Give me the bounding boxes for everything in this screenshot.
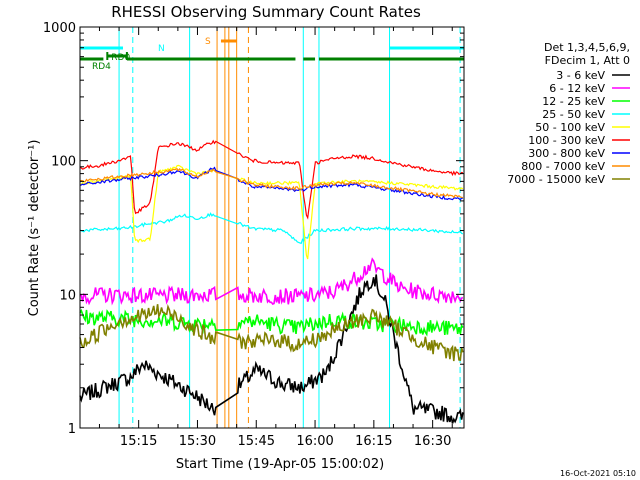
y-tick-label: 10	[59, 288, 76, 303]
y-axis-label: Count Rate (s⁻¹ detector⁻¹)	[27, 140, 42, 317]
plot-frame	[79, 26, 465, 429]
state-bar-label-rd4: RD4	[92, 62, 111, 72]
legend-label: 25 - 50 keV	[542, 108, 605, 121]
series-line-4	[79, 212, 464, 245]
y-tick-label: 100	[51, 155, 76, 170]
state-bar-label-s: S	[205, 37, 211, 47]
state-bar-label-n: N	[158, 44, 165, 54]
legend-label: 6 - 12 keV	[549, 82, 605, 95]
legend-header: FDecim 1, Att 0	[545, 54, 630, 67]
legend: Det 1,3,4,5,6,9,FDecim 1, Att 0 3 - 6 keV…	[507, 41, 630, 186]
x-tick-label: 15:30	[179, 434, 216, 449]
legend-header: Det 1,3,4,5,6,9,	[544, 41, 630, 54]
chart-title: RHESSI Observing Summary Count Rates	[111, 3, 421, 21]
series-line-9	[79, 303, 464, 362]
x-tick-label: 15:45	[238, 434, 275, 449]
footer-timestamp: 16-Oct-2021 05:10	[560, 469, 636, 478]
y-tick-label: 1	[68, 422, 76, 437]
legend-label: 7000 - 15000 keV	[507, 173, 605, 186]
legend-label: 3 - 6 keV	[556, 69, 605, 82]
y-tick-label: 1000	[43, 21, 76, 36]
series-line-5	[79, 164, 464, 260]
state-bar-label-rd0: RD0	[111, 53, 130, 63]
x-axis-label: Start Time (19-Apr-05 15:00:02)	[176, 457, 384, 472]
legend-label: 12 - 25 keV	[542, 95, 605, 108]
legend-label: 300 - 800 keV	[528, 147, 605, 160]
x-tick-label: 16:00	[296, 434, 333, 449]
series-line-6	[79, 139, 463, 220]
series-line-8	[79, 167, 464, 199]
series-line-2	[79, 257, 464, 306]
legend-label: 100 - 300 keV	[528, 134, 605, 147]
x-tick-label: 15:15	[120, 434, 157, 449]
legend-label: 50 - 100 keV	[535, 121, 605, 134]
x-tick-label: 16:30	[414, 434, 451, 449]
legend-label: 800 - 7000 keV	[521, 160, 605, 173]
x-tick-label: 16:15	[355, 434, 392, 449]
series-line-1	[79, 274, 464, 424]
